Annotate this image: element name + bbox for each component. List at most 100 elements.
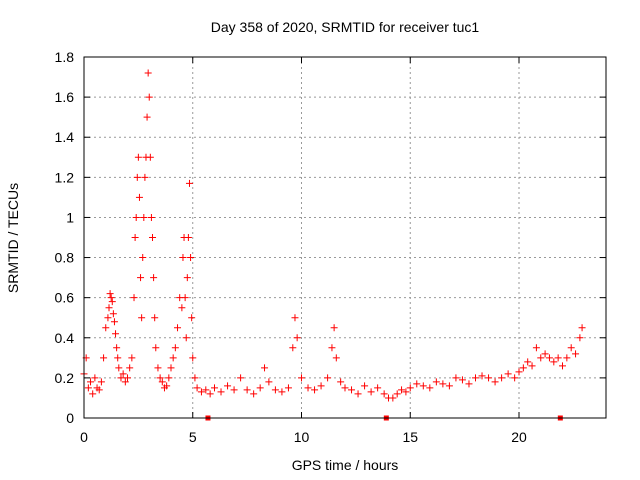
x-tick-label: 20 [511,429,527,445]
data-point [140,213,148,221]
data-point [144,69,152,77]
data-point [478,372,486,380]
data-point [100,354,108,362]
data-point [115,364,123,372]
data-point [183,274,191,282]
data-point [224,382,232,390]
y-tick-label: 1 [66,209,74,225]
data-point [278,388,286,396]
data-point [131,234,139,241]
data-point [117,374,125,382]
data-point [197,388,205,396]
data-point [156,374,164,382]
data-point [532,344,540,352]
data-point [84,384,92,392]
data-point [567,344,575,352]
data-point [374,384,382,392]
data-point [261,364,269,372]
data-point [491,378,499,386]
data-point [217,388,225,396]
data-point [230,386,238,394]
data-point [189,354,197,362]
data-point [341,384,349,392]
data-point [169,354,177,362]
data-point [130,294,138,302]
y-tick-label: 0.4 [55,330,75,346]
data-point [91,374,99,382]
data-point [528,362,536,370]
data-point [126,364,134,372]
data-point [167,364,175,372]
data-point [472,374,479,382]
data-point [524,358,532,366]
data-point [572,350,580,358]
data-point [124,374,131,382]
data-point [511,374,519,382]
data-point [182,334,190,342]
data-point [452,374,460,382]
data-point [330,324,338,332]
data-points [80,69,586,402]
data-point [114,354,122,362]
y-tick-label: 1.4 [55,129,75,145]
data-point [184,234,192,241]
data-point [206,390,214,398]
data-point [107,294,115,302]
data-point [271,386,279,394]
data-point [187,254,195,262]
y-tick-label: 0 [66,410,74,426]
data-point [289,344,297,352]
data-point [348,386,356,394]
data-point [504,370,512,378]
data-point [151,314,159,322]
data-point [105,304,113,312]
x-axis-label: GPS time / hours [292,457,399,473]
data-point [185,179,193,187]
data-point [119,370,127,378]
data-point [193,384,201,392]
data-point [354,390,362,398]
data-point [293,334,301,342]
data-point [139,254,147,262]
data-point [97,378,105,386]
data-point [141,173,149,181]
data-point [304,384,312,392]
data-point [154,364,162,372]
data-point [485,374,493,382]
data-point [179,254,187,262]
x-tick-label: 5 [189,429,197,445]
data-point [545,354,553,362]
data-point [256,384,264,392]
data-point [311,386,319,394]
data-point [112,330,120,338]
data-point [243,386,251,394]
y-tick-label: 0.8 [55,250,75,266]
data-point [188,314,196,322]
data-point [550,358,558,366]
data-point [328,344,336,352]
data-point [284,384,292,392]
data-point [554,354,562,362]
ticks: 0 0.2 0.4 0.6 0.8 1 1.2 1.4 1.6 1.8 0 5 10 15 20 [55,49,606,445]
data-point [89,390,97,398]
data-point [174,324,182,332]
data-point [191,374,199,382]
data-point [152,344,160,352]
data-point [128,354,136,362]
data-point [458,376,466,384]
data-point [465,380,473,388]
y-tick-label: 1.2 [55,169,75,185]
data-point [150,274,158,282]
data-point [578,324,586,332]
y-tick-label: 1.8 [55,49,75,65]
data-point [109,310,117,318]
data-point [563,354,571,362]
x-tick-label: 0 [80,429,88,445]
y-tick-label: 0.6 [55,290,75,306]
data-point [541,350,549,358]
data-point [419,382,427,390]
data-point [367,388,375,396]
data-point [95,386,103,394]
data-point [149,234,157,241]
data-point [138,314,146,322]
